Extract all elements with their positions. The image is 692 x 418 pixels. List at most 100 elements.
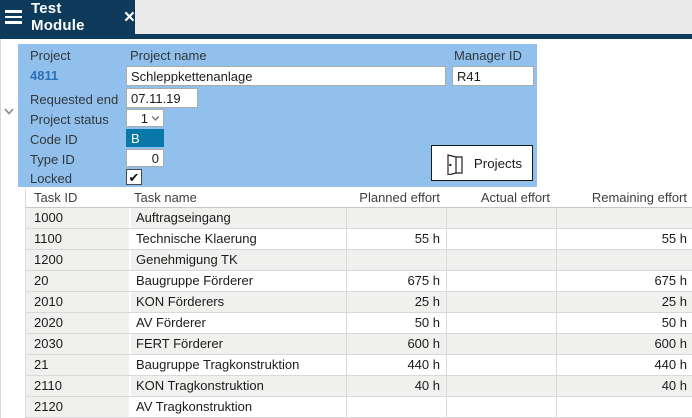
table-row[interactable]: 1200 Genehmigung TK xyxy=(26,250,692,271)
cell-task-id[interactable]: 2020 xyxy=(26,313,129,333)
manager-id-input[interactable] xyxy=(452,66,534,86)
tab-underline xyxy=(0,34,692,39)
cell-planned[interactable]: 55 h xyxy=(346,229,446,249)
cell-task-name[interactable]: AV Tragkonstruktion xyxy=(129,397,346,417)
col-header-planned-effort: Planned effort xyxy=(346,188,446,207)
cell-planned[interactable]: 440 h xyxy=(346,355,446,375)
cell-task-id[interactable]: 2120 xyxy=(26,397,129,417)
cell-task-id[interactable]: 21 xyxy=(26,355,129,375)
table-row[interactable]: 20 Baugruppe Förderer 675 h 675 h xyxy=(26,271,692,292)
code-id-input[interactable]: B xyxy=(126,129,164,147)
manager-id-label: Manager ID xyxy=(454,48,522,63)
cell-remaining[interactable]: 25 h xyxy=(556,292,692,312)
project-name-input[interactable] xyxy=(126,66,446,86)
cell-actual[interactable] xyxy=(446,334,556,354)
cell-task-name[interactable]: Baugruppe Tragkonstruktion xyxy=(129,355,346,375)
cell-actual[interactable] xyxy=(446,355,556,375)
cell-planned[interactable]: 40 h xyxy=(346,376,446,396)
cell-task-name[interactable]: Baugruppe Förderer xyxy=(129,271,346,291)
cell-remaining[interactable] xyxy=(556,397,692,417)
cell-task-name[interactable]: Genehmigung TK xyxy=(129,250,346,270)
type-id-label: Type ID xyxy=(30,152,75,167)
cell-actual[interactable] xyxy=(446,376,556,396)
table-row[interactable]: 2020 AV Förderer 50 h 50 h xyxy=(26,313,692,334)
task-table: Task ID Task name Planned effort Actual … xyxy=(25,188,692,418)
locked-checkbox[interactable]: ✔ xyxy=(126,169,142,185)
cell-task-name[interactable]: Technische Klaerung xyxy=(129,229,346,249)
col-header-task-id: Task ID xyxy=(26,188,129,207)
cell-planned[interactable] xyxy=(346,397,446,417)
chevron-down-icon xyxy=(151,115,160,121)
cell-remaining[interactable]: 675 h xyxy=(556,271,692,291)
cell-remaining[interactable]: 50 h xyxy=(556,313,692,333)
cell-planned[interactable]: 25 h xyxy=(346,292,446,312)
cell-remaining[interactable] xyxy=(556,208,692,228)
requested-end-label: Requested end xyxy=(30,92,119,107)
cell-task-name[interactable]: KON Tragkonstruktion xyxy=(129,376,346,396)
projects-button[interactable]: Projects xyxy=(431,145,533,181)
project-form-panel: Project Project name Manager ID 4811 Req… xyxy=(18,44,537,187)
requested-end-input[interactable] xyxy=(126,88,198,108)
cell-planned[interactable] xyxy=(346,208,446,228)
project-name-label: Project name xyxy=(130,48,207,63)
cell-planned[interactable]: 50 h xyxy=(346,313,446,333)
code-id-label: Code ID xyxy=(30,132,78,147)
project-status-label: Project status xyxy=(30,112,109,127)
cell-remaining[interactable]: 440 h xyxy=(556,355,692,375)
window-left-border xyxy=(0,39,1,418)
cell-planned[interactable] xyxy=(346,250,446,270)
table-row[interactable]: 2030 FERT Förderer 600 h 600 h xyxy=(26,334,692,355)
cell-remaining[interactable]: 40 h xyxy=(556,376,692,396)
cell-planned[interactable]: 675 h xyxy=(346,271,446,291)
code-id-value: B xyxy=(131,130,140,146)
cell-actual[interactable] xyxy=(446,250,556,270)
project-number-link[interactable]: 4811 xyxy=(30,68,59,83)
cell-planned[interactable]: 600 h xyxy=(346,334,446,354)
cell-task-id[interactable]: 2110 xyxy=(26,376,129,396)
locked-label: Locked xyxy=(30,171,72,186)
project-status-value: 1 xyxy=(140,110,148,126)
table-row[interactable]: 1100 Technische Klaerung 55 h 55 h xyxy=(26,229,692,250)
project-status-select[interactable]: 1 xyxy=(126,109,164,127)
table-row[interactable]: 21 Baugruppe Tragkonstruktion 440 h 440 h xyxy=(26,355,692,376)
col-header-remaining-effort: Remaining effort xyxy=(556,188,692,207)
cell-task-name[interactable]: AV Förderer xyxy=(129,313,346,333)
menu-icon[interactable] xyxy=(5,10,22,24)
project-label: Project xyxy=(30,48,71,63)
cell-actual[interactable] xyxy=(446,271,556,291)
collapse-chevron-icon[interactable] xyxy=(3,104,15,115)
task-table-body: 1000 Auftragseingang 1100 Technische Klaeru… xyxy=(26,208,692,418)
checkmark-icon: ✔ xyxy=(128,169,140,185)
cell-actual[interactable] xyxy=(446,397,556,417)
cell-task-name[interactable]: Auftragseingang xyxy=(129,208,346,228)
cell-actual[interactable] xyxy=(446,208,556,228)
cell-task-id[interactable]: 1100 xyxy=(26,229,129,249)
col-header-task-name: Task name xyxy=(129,188,346,207)
tab-test-module[interactable]: Test Module × xyxy=(0,0,135,34)
table-row[interactable]: 1000 Auftragseingang xyxy=(26,208,692,229)
table-row[interactable]: 2110 KON Tragkonstruktion 40 h 40 h xyxy=(26,376,692,397)
type-id-input[interactable] xyxy=(126,149,164,167)
close-icon[interactable]: × xyxy=(123,6,135,28)
task-table-header: Task ID Task name Planned effort Actual … xyxy=(26,188,692,208)
cell-task-id[interactable]: 1000 xyxy=(26,208,129,228)
cell-remaining[interactable]: 55 h xyxy=(556,229,692,249)
cell-remaining[interactable] xyxy=(556,250,692,270)
cell-remaining[interactable]: 600 h xyxy=(556,334,692,354)
table-row[interactable]: 2120 AV Tragkonstruktion xyxy=(26,397,692,418)
cell-actual[interactable] xyxy=(446,313,556,333)
table-row[interactable]: 2010 KON Förderers 25 h 25 h xyxy=(26,292,692,313)
cell-task-id[interactable]: 20 xyxy=(26,271,129,291)
cell-actual[interactable] xyxy=(446,292,556,312)
cell-task-name[interactable]: KON Förderers xyxy=(129,292,346,312)
cell-task-id[interactable]: 2030 xyxy=(26,334,129,354)
projects-button-label: Projects xyxy=(473,155,523,171)
cell-task-id[interactable]: 2010 xyxy=(26,292,129,312)
tab-bar: Test Module × xyxy=(0,0,692,34)
cell-actual[interactable] xyxy=(446,229,556,249)
cell-task-name[interactable]: FERT Förderer xyxy=(129,334,346,354)
tab-title: Test Module xyxy=(31,0,85,34)
cell-task-id[interactable]: 1200 xyxy=(26,250,129,270)
open-door-icon xyxy=(447,154,463,175)
col-header-actual-effort: Actual effort xyxy=(446,188,556,207)
